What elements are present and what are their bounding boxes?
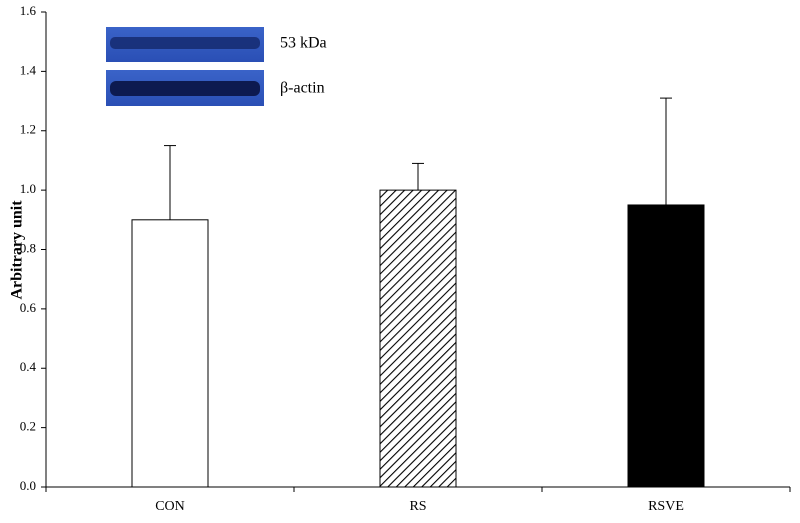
x-tick-label: RSVE — [648, 499, 684, 514]
y-tick-label: 1.2 — [20, 122, 36, 137]
blot-band — [110, 37, 260, 49]
y-tick-label: 1.6 — [20, 3, 37, 18]
annotation: β-actin — [280, 80, 325, 97]
error-bar — [412, 162, 424, 191]
annotation: 53 kDa — [280, 35, 327, 52]
error-bar — [164, 145, 176, 220]
x-tick-label: CON — [155, 499, 185, 514]
y-tick-label: 0.6 — [20, 300, 37, 315]
y-tick-label: 0.8 — [20, 240, 36, 255]
bar — [131, 219, 209, 488]
bar — [379, 189, 457, 488]
y-tick-label: 1.4 — [20, 62, 37, 77]
x-tick-label: RS — [409, 499, 426, 514]
error-bar — [660, 97, 672, 205]
y-tick-label: 0.4 — [20, 359, 37, 374]
bar — [627, 204, 705, 488]
blot-inset — [106, 27, 264, 106]
y-tick-label: 0.2 — [20, 419, 36, 434]
y-tick-label: 0.0 — [20, 478, 36, 493]
blot-band — [110, 81, 260, 96]
y-tick-label: 1.0 — [20, 181, 36, 196]
y-axis-label: Arbitrary unit — [9, 200, 26, 300]
